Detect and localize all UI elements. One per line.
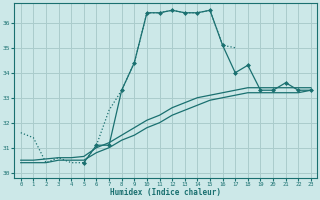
- X-axis label: Humidex (Indice chaleur): Humidex (Indice chaleur): [110, 188, 221, 197]
